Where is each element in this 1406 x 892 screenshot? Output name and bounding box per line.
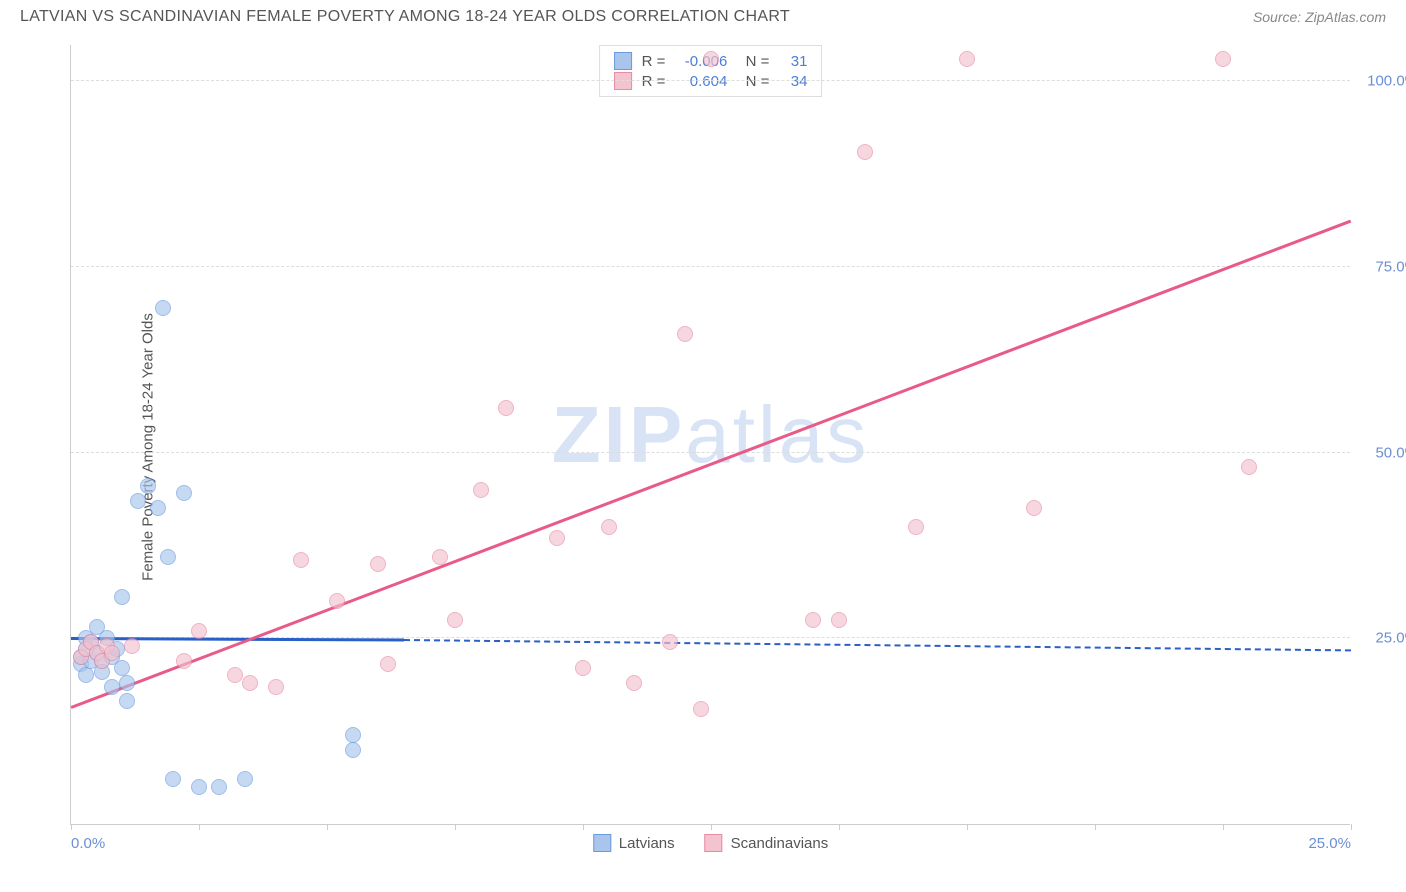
data-point: [805, 612, 821, 628]
data-point: [662, 634, 678, 650]
gridline: [71, 80, 1350, 81]
legend-label: Scandinavians: [731, 835, 829, 852]
data-point: [119, 675, 135, 691]
data-point: [1241, 459, 1257, 475]
data-point: [119, 693, 135, 709]
data-point: [329, 593, 345, 609]
legend-swatch: [614, 52, 632, 70]
legend-swatch: [593, 834, 611, 852]
data-point: [191, 779, 207, 795]
data-point: [1026, 500, 1042, 516]
x-tick: [199, 824, 200, 830]
legend-swatch: [705, 834, 723, 852]
data-point: [211, 779, 227, 795]
chart-container: Female Poverty Among 18-24 Year Olds ZIP…: [48, 42, 1384, 852]
legend-n-value: 31: [779, 53, 807, 70]
data-point: [114, 660, 130, 676]
x-tick-label: 25.0%: [1308, 835, 1351, 852]
gridline: [71, 452, 1350, 453]
y-tick-label: 50.0%: [1358, 444, 1406, 461]
legend-label: Latvians: [619, 835, 675, 852]
data-point: [473, 482, 489, 498]
data-point: [293, 552, 309, 568]
x-tick: [327, 824, 328, 830]
data-point: [693, 701, 709, 717]
y-tick-label: 100.0%: [1358, 73, 1406, 90]
data-point: [140, 478, 156, 494]
data-point: [155, 300, 171, 316]
trend-line: [71, 637, 404, 641]
x-tick: [71, 824, 72, 830]
x-tick: [711, 824, 712, 830]
data-point: [160, 549, 176, 565]
data-point: [959, 51, 975, 67]
data-point: [176, 653, 192, 669]
legend-r-label: R =: [642, 53, 666, 70]
plot-area: ZIPatlas R =-0.006 N =31R =0.604 N =34 L…: [70, 45, 1350, 825]
y-tick-label: 25.0%: [1358, 630, 1406, 647]
data-point: [626, 675, 642, 691]
x-tick: [967, 824, 968, 830]
data-point: [380, 656, 396, 672]
data-point: [432, 549, 448, 565]
x-tick: [1095, 824, 1096, 830]
legend-item: Scandinavians: [705, 834, 829, 852]
data-point: [345, 742, 361, 758]
watermark-bold: ZIP: [552, 390, 685, 479]
data-point: [237, 771, 253, 787]
watermark-rest: atlas: [685, 390, 869, 479]
gridline: [71, 266, 1350, 267]
data-point: [575, 660, 591, 676]
data-point: [549, 530, 565, 546]
data-point: [150, 500, 166, 516]
legend-series: Latvians Scandinavians: [593, 834, 828, 852]
data-point: [268, 679, 284, 695]
data-point: [908, 519, 924, 535]
x-tick: [839, 824, 840, 830]
data-point: [114, 589, 130, 605]
x-tick: [1351, 824, 1352, 830]
trend-line: [71, 220, 1352, 709]
data-point: [165, 771, 181, 787]
x-tick: [455, 824, 456, 830]
data-point: [601, 519, 617, 535]
legend-r-value: -0.006: [675, 53, 727, 70]
data-point: [498, 400, 514, 416]
data-point: [227, 667, 243, 683]
legend-n-label: N =: [737, 53, 769, 70]
chart-title: LATVIAN VS SCANDINAVIAN FEMALE POVERTY A…: [20, 8, 790, 26]
trend-line: [404, 639, 1351, 651]
legend-item: Latvians: [593, 834, 675, 852]
x-tick-label: 0.0%: [71, 835, 105, 852]
x-tick: [583, 824, 584, 830]
source-label: Source: ZipAtlas.com: [1253, 9, 1386, 25]
data-point: [370, 556, 386, 572]
data-point: [130, 493, 146, 509]
data-point: [703, 51, 719, 67]
data-point: [124, 638, 140, 654]
data-point: [345, 727, 361, 743]
y-tick-label: 75.0%: [1358, 258, 1406, 275]
data-point: [447, 612, 463, 628]
data-point: [191, 623, 207, 639]
watermark: ZIPatlas: [552, 389, 869, 481]
data-point: [176, 485, 192, 501]
x-tick: [1223, 824, 1224, 830]
data-point: [857, 144, 873, 160]
data-point: [78, 667, 94, 683]
data-point: [831, 612, 847, 628]
data-point: [104, 679, 120, 695]
data-point: [242, 675, 258, 691]
data-point: [104, 645, 120, 661]
data-point: [1215, 51, 1231, 67]
data-point: [677, 326, 693, 342]
